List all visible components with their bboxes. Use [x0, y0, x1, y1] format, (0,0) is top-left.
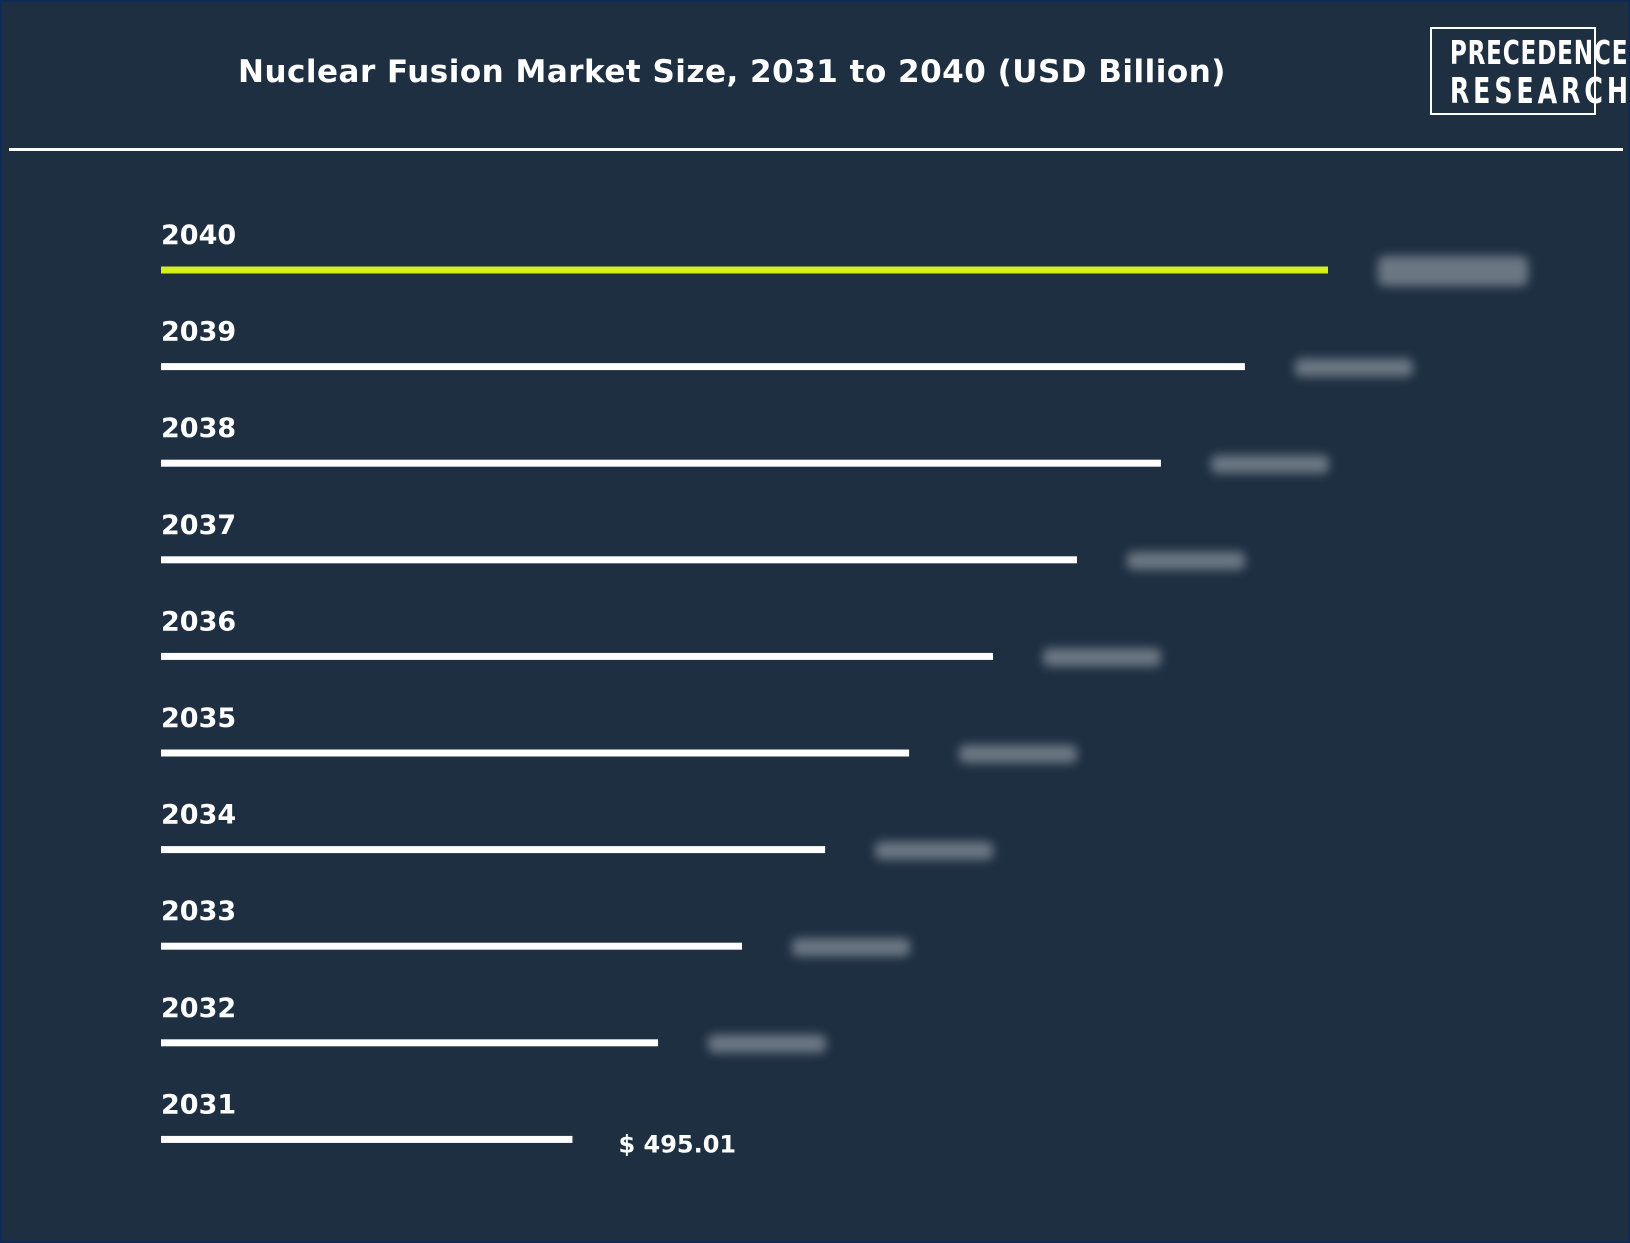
category-label: 2033	[161, 896, 236, 927]
category-label: 2032	[161, 993, 236, 1024]
bar	[161, 266, 1328, 274]
category-label: 2037	[161, 510, 236, 541]
obscured-value-label	[1126, 551, 1245, 570]
obscured-value-label	[1210, 455, 1329, 474]
bar	[161, 459, 1161, 467]
bar	[161, 652, 994, 660]
obscured-value-label	[708, 1034, 827, 1053]
obscured-value-label	[959, 745, 1078, 763]
bar	[161, 749, 910, 757]
obscured-value-label	[1043, 648, 1162, 667]
category-label: 2039	[161, 317, 236, 348]
obscured-value-label	[1294, 358, 1413, 377]
category-label: 2036	[161, 606, 236, 637]
obscured-value-label	[1378, 256, 1528, 286]
category-label: 2034	[161, 800, 236, 831]
chart-title: Nuclear Fusion Market Size, 2031 to 2040…	[238, 54, 1226, 90]
bar	[161, 363, 1245, 371]
category-label: 2038	[161, 413, 236, 444]
category-label: 2031	[161, 1089, 236, 1120]
obscured-value-label	[792, 938, 911, 957]
category-label: 2040	[161, 220, 236, 251]
obscured-value-label	[875, 841, 994, 860]
category-label: 2035	[161, 703, 236, 734]
bar	[161, 556, 1077, 564]
bar	[161, 1039, 659, 1047]
bar	[161, 942, 743, 950]
value-label: $ 495.01	[618, 1130, 736, 1158]
bar	[161, 846, 826, 854]
title-divider	[9, 148, 1623, 151]
bar	[161, 1135, 573, 1143]
